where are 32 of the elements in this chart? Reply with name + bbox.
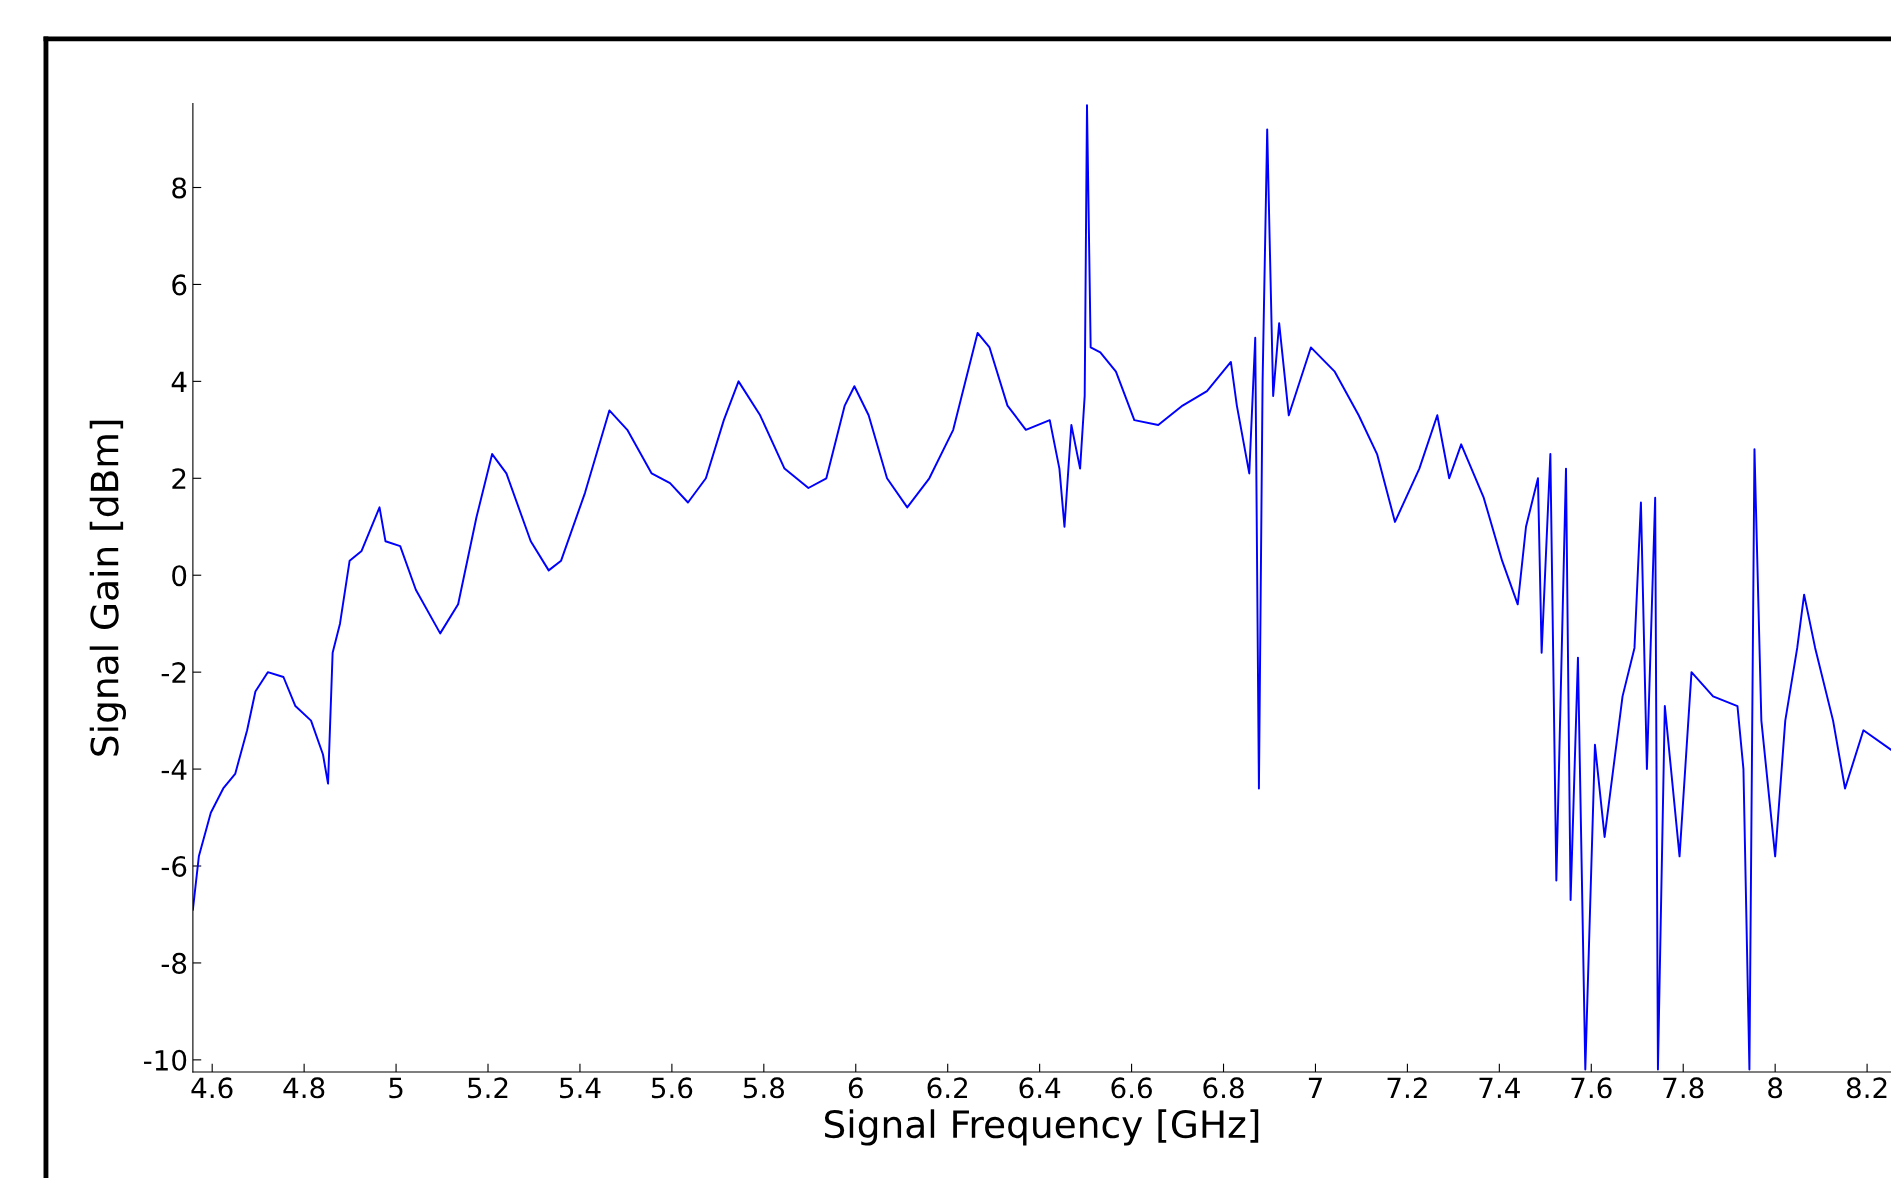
x-tick-label: 8.2 xyxy=(1846,1077,1887,1099)
x-tick-label: 4.6 xyxy=(191,1077,233,1099)
x-tick-label: 5.4 xyxy=(560,1077,601,1099)
x-tick-label: 7.8 xyxy=(1663,1077,1704,1099)
x-tick-label: 7.4 xyxy=(1479,1077,1520,1098)
x-tick-label: 7 xyxy=(1308,1077,1322,1098)
x-tick-label: 7.6 xyxy=(1571,1077,1612,1099)
x-tick-label: 7.2 xyxy=(1387,1077,1427,1098)
y-tick-label: 4 xyxy=(171,371,187,392)
y-tick-label: -4 xyxy=(161,759,187,780)
x-tick-label: 6.2 xyxy=(927,1077,968,1099)
y-tick-label: -2 xyxy=(161,662,186,683)
x-tick-label: 4.8 xyxy=(283,1077,325,1099)
x-tick-label: 6 xyxy=(848,1077,863,1099)
x-tick-label: 6.4 xyxy=(1019,1077,1061,1099)
x-tick-label: 5.6 xyxy=(651,1077,693,1099)
x-tick-label: 6.8 xyxy=(1203,1077,1244,1099)
x-axis-title: Signal Frequency [GHz] xyxy=(824,1109,1259,1146)
y-tick-label: 8 xyxy=(172,177,187,199)
y-tick-label: 0 xyxy=(172,565,187,587)
y-axis-title: Signal Gain [dBm] xyxy=(89,420,126,756)
y-tick-label: -6 xyxy=(161,855,187,877)
line-series xyxy=(192,104,1891,1071)
y-tick-label: 6 xyxy=(172,274,187,296)
y-tick-label: 2 xyxy=(172,468,186,489)
x-tick-label: 8 xyxy=(1768,1077,1783,1099)
y-tick-label: -10 xyxy=(144,1049,187,1071)
x-tick-label: 6.6 xyxy=(1111,1077,1152,1099)
x-tick-label: 5.8 xyxy=(743,1077,785,1099)
x-tick-label: 5 xyxy=(389,1077,403,1099)
x-tick-label: 5.2 xyxy=(468,1077,508,1099)
y-tick-label: -8 xyxy=(161,952,187,974)
